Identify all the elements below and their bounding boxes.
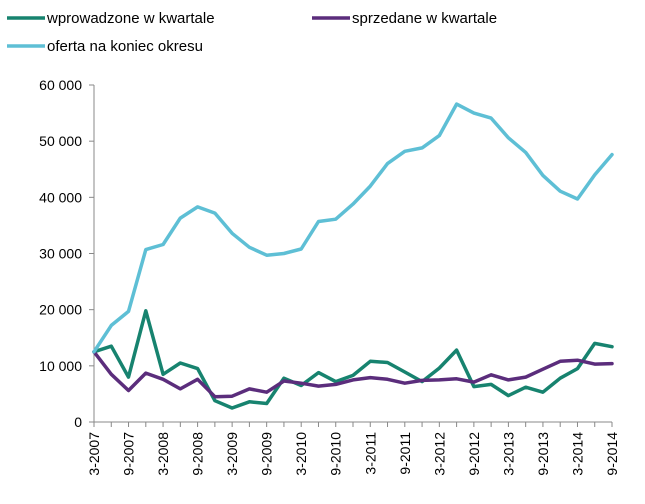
x-tick-labels: 3-2007 9-2007 3-2008 9-2008 3-2009 9-2009 3-20… bbox=[86, 432, 620, 476]
y-tick-labels: 0 10 000 20 000 30 000 40 000 50 000 60 000 bbox=[39, 77, 82, 430]
x-tick-label: 3-2014 bbox=[569, 432, 585, 476]
x-tick-label: 3-2013 bbox=[500, 432, 516, 476]
x-tick-label: 3-2010 bbox=[293, 432, 309, 476]
series-line-2 bbox=[92, 350, 614, 399]
y-tick-label: 0 bbox=[74, 414, 82, 430]
x-tick-label: 9-2014 bbox=[604, 432, 620, 476]
x-tick-label: 9-2011 bbox=[397, 432, 413, 475]
legend-label-1: wprowadzone w kwartale bbox=[46, 10, 215, 27]
legend-label-3: oferta na koniec okresu bbox=[47, 38, 203, 55]
y-tick-label: 20 000 bbox=[39, 302, 82, 318]
y-tick-label: 10 000 bbox=[39, 358, 82, 374]
x-tick-label: 9-2010 bbox=[328, 432, 344, 476]
x-tick-label: 3-2008 bbox=[155, 432, 171, 476]
x-tick-label: 3-2007 bbox=[86, 432, 102, 476]
x-tick-label: 9-2008 bbox=[190, 432, 206, 476]
x-tick-label: 9-2012 bbox=[466, 432, 482, 476]
y-tick-label: 40 000 bbox=[39, 189, 82, 205]
legend: wprowadzone w kwartale sprzedane w kwarta… bbox=[7, 10, 497, 55]
axes bbox=[89, 84, 613, 427]
x-tick-label: 9-2009 bbox=[259, 432, 275, 476]
x-tick-label: 3-2009 bbox=[224, 432, 240, 476]
legend-label-2: sprzedane w kwartale bbox=[352, 10, 497, 27]
y-tick-label: 50 000 bbox=[39, 133, 82, 149]
x-tick-label: 3-2012 bbox=[431, 432, 447, 476]
y-tick-label: 60 000 bbox=[39, 77, 82, 93]
y-tick-label: 30 000 bbox=[39, 246, 82, 262]
x-tick-label: 3-2011 bbox=[362, 432, 378, 475]
series-line-3 bbox=[92, 102, 614, 354]
x-tick-label: 9-2013 bbox=[535, 432, 551, 476]
x-tick-label: 9-2007 bbox=[121, 432, 137, 476]
series-layer bbox=[92, 102, 614, 410]
series-line-1 bbox=[92, 309, 614, 410]
